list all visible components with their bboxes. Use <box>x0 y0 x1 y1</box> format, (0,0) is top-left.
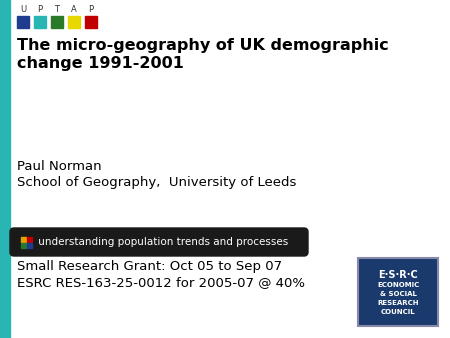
Text: Paul Norman: Paul Norman <box>17 160 102 173</box>
Bar <box>21 243 26 248</box>
Text: COUNCIL: COUNCIL <box>381 309 415 315</box>
Text: RESEARCH: RESEARCH <box>377 300 419 306</box>
Text: P: P <box>37 5 43 14</box>
Text: Small Research Grant: Oct 05 to Sep 07: Small Research Grant: Oct 05 to Sep 07 <box>17 260 282 273</box>
Text: ESRC RES-163-25-0012 for 2005-07 @ 40%: ESRC RES-163-25-0012 for 2005-07 @ 40% <box>17 276 305 289</box>
Text: The micro-geography of UK demographic: The micro-geography of UK demographic <box>17 38 389 53</box>
Bar <box>27 243 32 248</box>
Bar <box>27 237 32 242</box>
Text: T: T <box>54 5 59 14</box>
FancyBboxPatch shape <box>10 228 308 256</box>
Bar <box>68 16 80 28</box>
Bar <box>17 16 29 28</box>
Text: ECONOMIC: ECONOMIC <box>377 282 419 288</box>
Text: School of Geography,  University of Leeds: School of Geography, University of Leeds <box>17 176 297 189</box>
Text: change 1991-2001: change 1991-2001 <box>17 56 184 71</box>
Bar <box>51 16 63 28</box>
Text: E·S·R·C: E·S·R·C <box>378 270 418 280</box>
Text: P: P <box>89 5 94 14</box>
Text: understanding population trends and processes: understanding population trends and proc… <box>35 237 288 247</box>
Bar <box>0 0 10 338</box>
Text: U: U <box>20 5 26 14</box>
Text: & SOCIAL: & SOCIAL <box>379 291 416 297</box>
Bar <box>358 258 438 326</box>
Bar <box>85 16 97 28</box>
Bar <box>21 237 26 242</box>
Bar <box>34 16 46 28</box>
Text: A: A <box>71 5 77 14</box>
